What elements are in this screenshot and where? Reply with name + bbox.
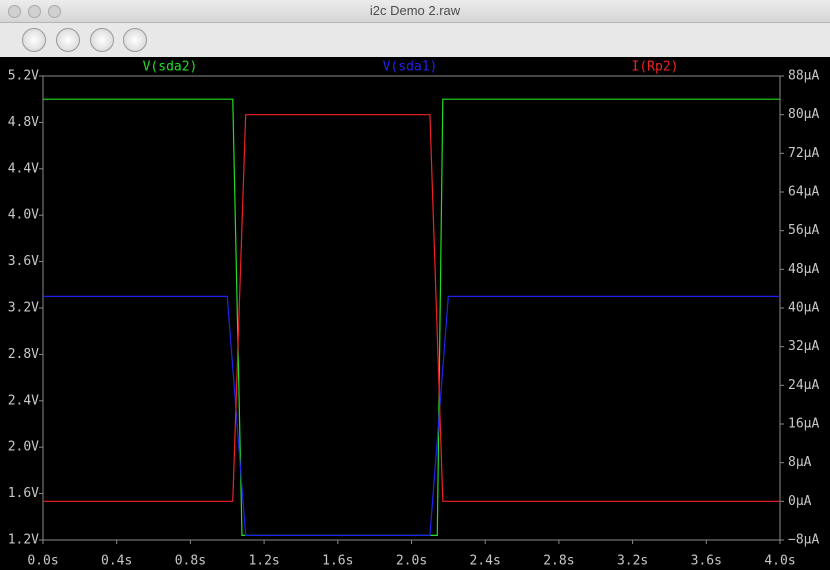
y-tick-label: 2.8V [8, 347, 39, 362]
x-tick-label: 2.0s [396, 554, 427, 569]
x-tick-label: 0.4s [101, 554, 132, 569]
y-tick-label: 4.8V [8, 115, 39, 130]
y2-tick-label: 48µA [788, 262, 819, 277]
zoom-tool[interactable] [22, 28, 46, 52]
y-tick-label: 2.0V [8, 440, 39, 455]
x-tick-label: 2.4s [470, 554, 501, 569]
y-tick-label: 1.6V [8, 486, 39, 501]
y-tick-label: 2.4V [8, 393, 39, 408]
y2-tick-label: −8µA [788, 533, 819, 548]
minimize-button[interactable] [28, 5, 41, 18]
y-tick-label: 4.4V [8, 161, 39, 176]
y2-tick-label: 72µA [788, 146, 819, 161]
x-tick-label: 4.0s [764, 554, 795, 569]
y-tick-label: 1.2V [8, 533, 39, 548]
x-tick-label: 1.2s [248, 554, 279, 569]
title-bar: i2c Demo 2.raw [0, 0, 830, 23]
y2-tick-label: 40µA [788, 301, 819, 316]
chart: 0.0s 0.4s 0.8s 1.2s 1.6s 2.0s 2.4s 2.8s 3.2s 3.6s… [0, 57, 830, 570]
autorange-tool[interactable] [56, 28, 80, 52]
y2-tick-label: 0µA [788, 494, 812, 509]
series-line [43, 295, 780, 536]
x-tick-label: 3.6s [691, 554, 722, 569]
y-tick-label: 4.0V [8, 208, 39, 223]
probe-tool[interactable] [123, 28, 147, 52]
x-tick-label: 0.0s [27, 554, 58, 569]
y2-tick-label: 64µA [788, 185, 819, 200]
x-tick-label: 3.2s [617, 554, 648, 569]
y2-tick-label: 56µA [788, 223, 819, 238]
series-line [43, 114, 780, 502]
window-title: i2c Demo 2.raw [369, 3, 461, 18]
x-tick-label: 0.8s [175, 554, 206, 569]
y-tick-label: 5.2V [8, 69, 39, 84]
y2-tick-label: 16µA [788, 417, 819, 432]
undo-zoom-tool[interactable] [90, 28, 114, 52]
legend-label: V(sda2) [143, 60, 198, 75]
y-tick-label: 3.6V [8, 254, 39, 269]
x-tick-label: 1.6s [322, 554, 353, 569]
close-button[interactable] [8, 5, 21, 18]
zoom-button[interactable] [48, 5, 61, 18]
y2-tick-label: 24µA [788, 378, 819, 393]
y2-tick-label: 80µA [788, 107, 819, 122]
y2-tick-label: 8µA [788, 455, 812, 470]
x-tick-label: 2.8s [543, 554, 574, 569]
y2-tick-label: 88µA [788, 69, 819, 84]
legend-label: I(Rp2) [632, 60, 679, 75]
y2-tick-label: 32µA [788, 339, 819, 354]
plot-background [0, 57, 830, 570]
y-tick-label: 3.2V [8, 301, 39, 316]
legend-label: V(sda1) [383, 60, 438, 75]
toolbar [0, 23, 830, 57]
